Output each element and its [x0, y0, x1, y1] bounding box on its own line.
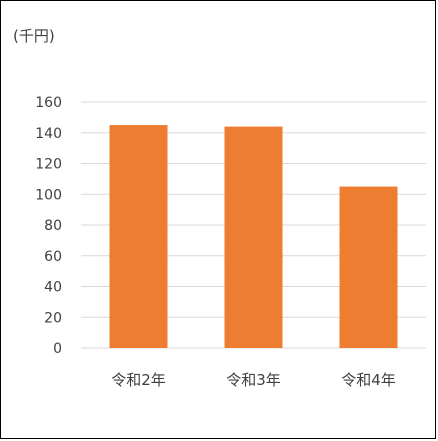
x-axis-categories: 令和2年 令和3年 令和4年 [111, 371, 396, 389]
x-category-label: 令和4年 [341, 371, 396, 389]
bar [339, 186, 398, 348]
y-tick-label: 0 [53, 341, 62, 357]
y-tick-label: 140 [35, 126, 62, 142]
bar [109, 125, 168, 348]
y-tick-label: 60 [44, 249, 62, 265]
y-tick-label: 80 [44, 218, 62, 234]
y-unit-label: (千円) [13, 27, 55, 45]
y-tick-label: 100 [35, 187, 62, 203]
y-tick-label: 160 [35, 95, 62, 111]
x-category-label: 令和2年 [111, 371, 166, 389]
x-category-label: 令和3年 [226, 371, 281, 389]
bars [109, 125, 398, 348]
bar [224, 126, 283, 348]
y-tick-label: 20 [44, 310, 62, 326]
y-axis-ticks: 0 20 40 60 80 100 120 140 160 [35, 95, 62, 357]
y-tick-label: 120 [35, 157, 62, 173]
y-tick-label: 40 [44, 280, 62, 296]
